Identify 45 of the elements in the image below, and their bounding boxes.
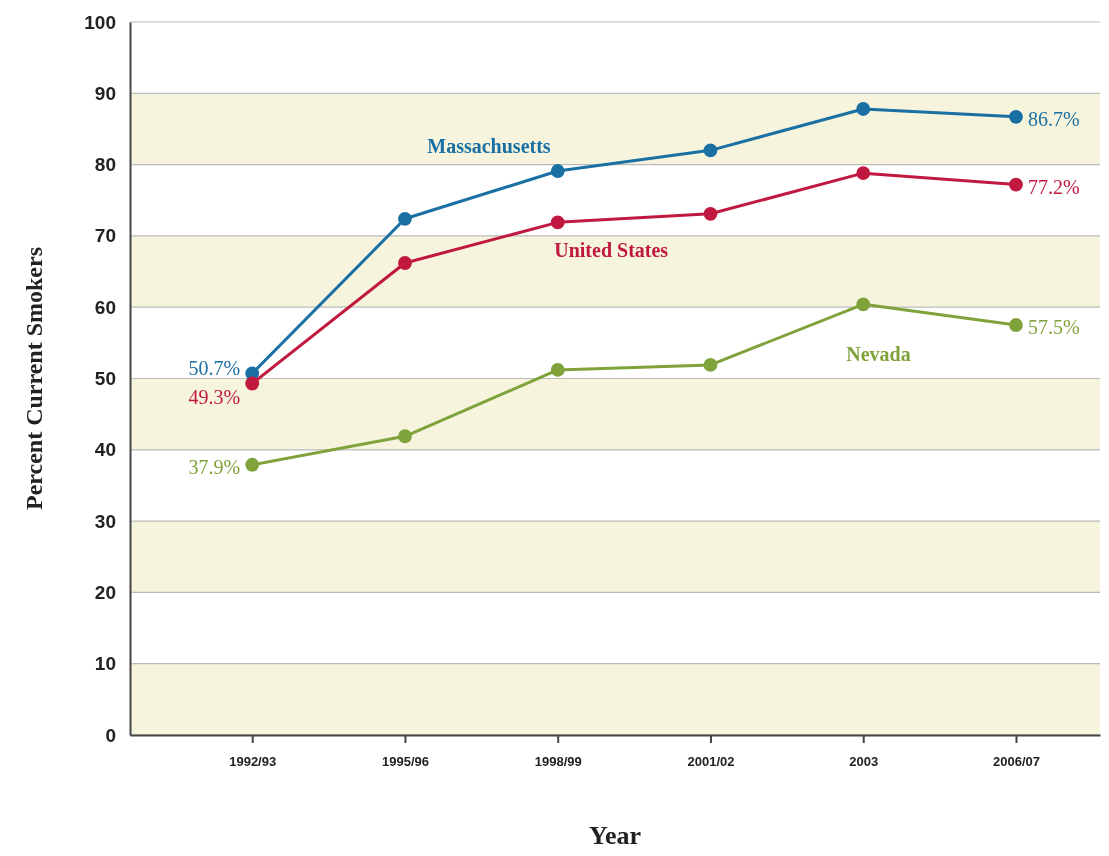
y-axis-title: Percent Current Smokers [21, 246, 47, 511]
point [703, 358, 718, 372]
point [398, 211, 412, 226]
point [1009, 318, 1023, 332]
point [550, 164, 565, 178]
y-tick-label: 70 [94, 225, 116, 247]
data-label: 86.7% [1027, 107, 1080, 130]
data-label: 49.3% [188, 386, 241, 409]
point [703, 206, 718, 221]
x-tick-label: 1992/93 [229, 754, 277, 770]
point [1009, 109, 1023, 124]
point [245, 376, 260, 391]
data-label: 37.9% [188, 455, 241, 478]
point [398, 429, 412, 444]
y-tick-label: 80 [94, 154, 116, 176]
series-label: Massachusetts [427, 134, 551, 157]
point [1009, 177, 1023, 192]
x-tick-label: 2003 [849, 754, 879, 770]
point [550, 363, 565, 377]
x-tick-label: 1995/96 [381, 754, 429, 770]
y-tick-label: 90 [94, 82, 116, 104]
point [703, 143, 718, 158]
series-label: Nevada [846, 343, 911, 366]
y-tick-label: 20 [94, 581, 116, 603]
y-tick-label: 40 [94, 439, 116, 461]
y-tick-label: 60 [94, 296, 116, 318]
x-tick-label: 2006/07 [992, 754, 1040, 770]
point [856, 102, 871, 116]
data-label: 77.2% [1027, 175, 1080, 198]
point [550, 215, 565, 230]
x-tick-label: 1998/99 [534, 754, 582, 770]
y-tick-label: 0 [105, 724, 116, 746]
y-tick-label: 100 [84, 11, 116, 33]
data-label: 50.7% [188, 356, 241, 379]
point [245, 457, 260, 472]
point [856, 166, 871, 181]
y-tick-label: 30 [94, 510, 116, 532]
data-label: 57.5% [1027, 316, 1080, 339]
y-tick-label: 10 [94, 653, 116, 675]
series-label: United States [554, 239, 669, 262]
y-tick-label: 50 [94, 368, 116, 390]
point [856, 297, 871, 312]
x-tick-label: 2001/02 [687, 754, 735, 770]
point [398, 256, 412, 270]
x-axis-title: Year [589, 821, 641, 850]
